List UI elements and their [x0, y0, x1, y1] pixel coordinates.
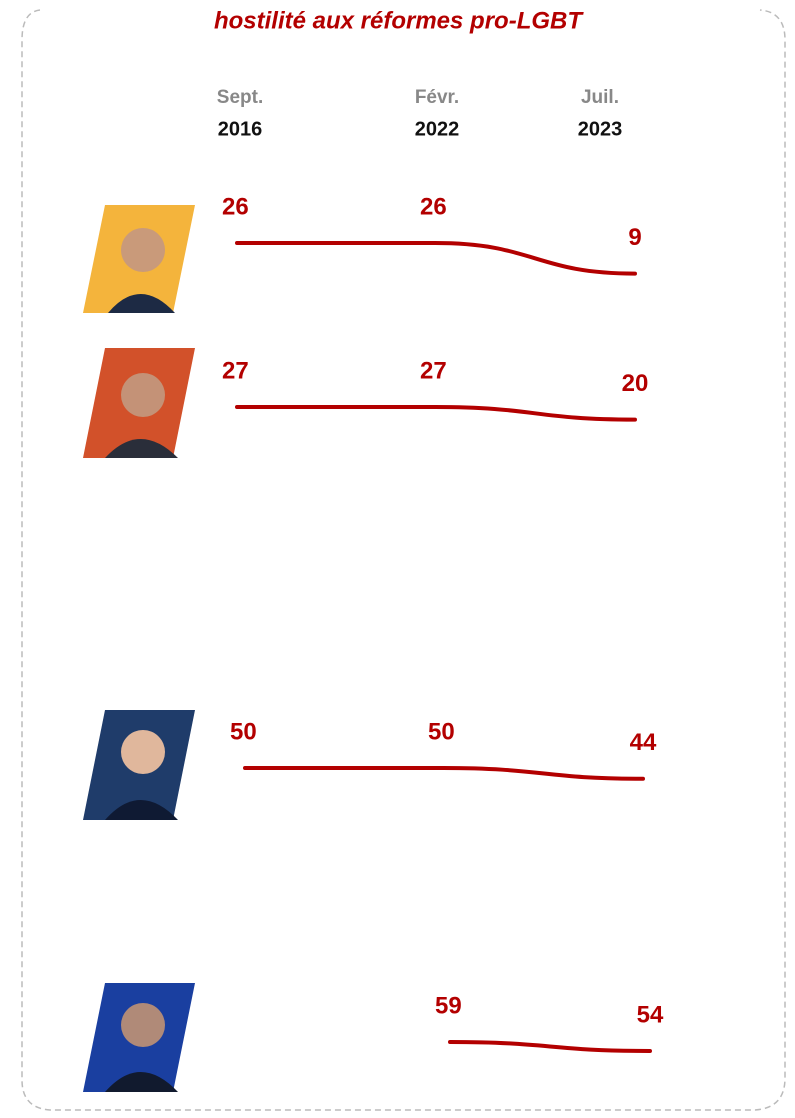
- portrait-face: [121, 730, 165, 774]
- x-month-label: Févr.: [415, 87, 459, 108]
- portrait-face: [121, 1003, 165, 1047]
- value-label: 26: [222, 193, 249, 220]
- value-label: 44: [630, 729, 657, 756]
- value-label: 54: [637, 1001, 664, 1028]
- slope-line: [245, 768, 643, 779]
- value-label: 50: [428, 718, 455, 745]
- x-month-label: Juil.: [581, 87, 619, 108]
- slope-line: [237, 407, 635, 420]
- frame: [22, 10, 785, 1110]
- chart: hostilité aux réformes pro-LGBT Sept. 201…: [0, 0, 795, 1118]
- value-label: 27: [420, 357, 447, 384]
- x-year-label: 2016: [218, 118, 263, 140]
- value-label: 27: [222, 357, 249, 384]
- slope-line: [237, 243, 635, 274]
- x-year-label: 2023: [578, 118, 623, 140]
- slope-line: [450, 1042, 650, 1051]
- value-label: 59: [435, 992, 462, 1019]
- chart-title: hostilité aux réformes pro-LGBT: [214, 7, 584, 34]
- portrait-face: [121, 228, 165, 272]
- value-label: 9: [628, 224, 641, 251]
- x-month-label: Sept.: [217, 87, 263, 108]
- value-label: 20: [622, 370, 649, 397]
- portrait-face: [121, 373, 165, 417]
- value-label: 50: [230, 718, 257, 745]
- x-year-label: 2022: [415, 118, 460, 140]
- value-label: 26: [420, 193, 447, 220]
- portraits: [83, 205, 195, 1092]
